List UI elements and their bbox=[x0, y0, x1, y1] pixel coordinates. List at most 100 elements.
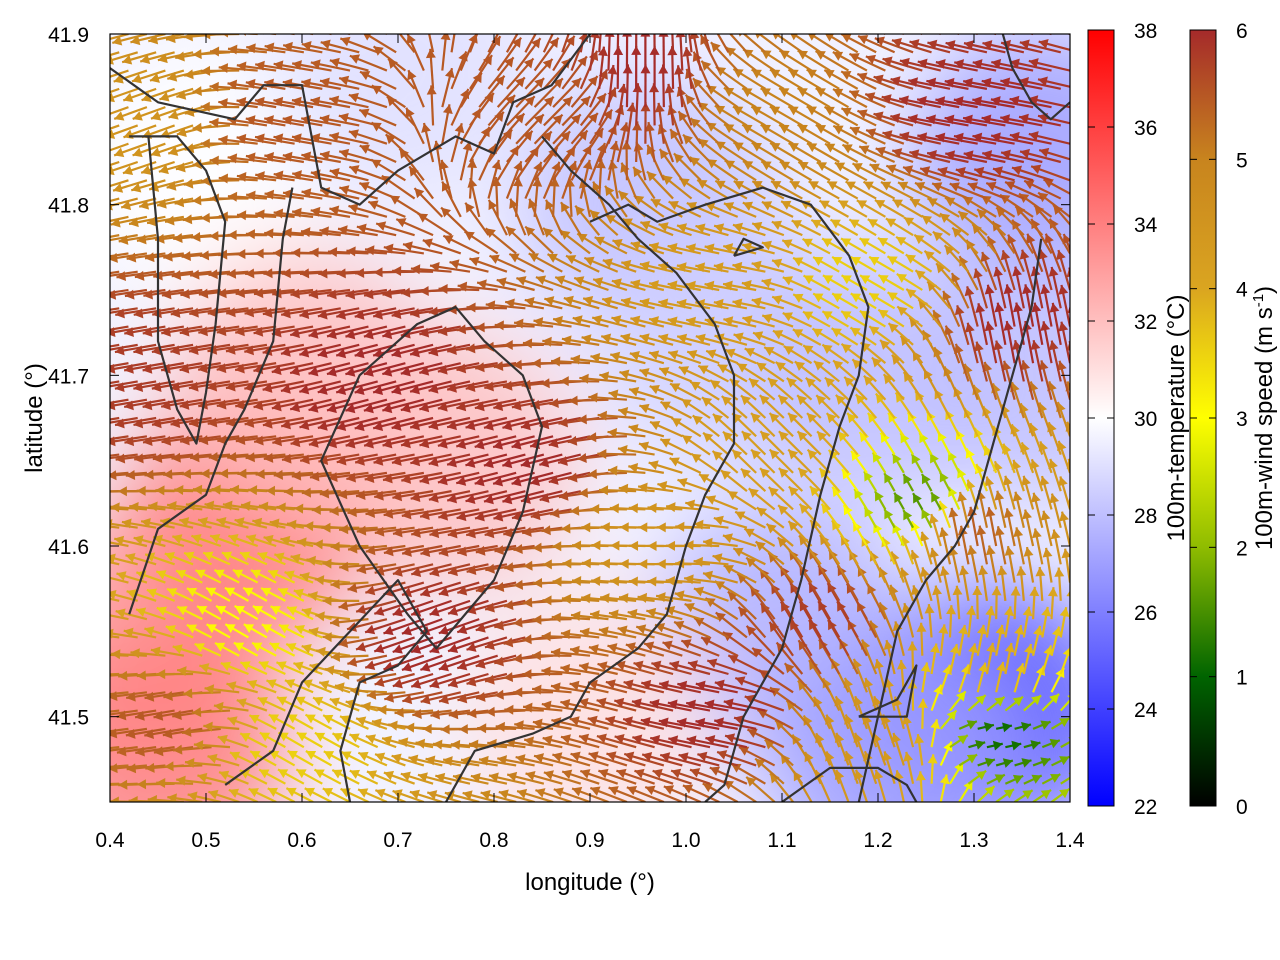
wind-arrow bbox=[742, 160, 776, 182]
wind-arrow bbox=[257, 551, 286, 566]
wind-arrow bbox=[951, 226, 979, 255]
wind-arrow bbox=[689, 117, 720, 145]
wind-arrow bbox=[1020, 360, 1035, 400]
wind-arrow bbox=[529, 471, 572, 487]
wind-arrow bbox=[1026, 233, 1044, 273]
wind-arrow bbox=[156, 777, 194, 788]
wind-arrow bbox=[171, 534, 203, 548]
wind-arrow bbox=[724, 733, 766, 749]
wind-arrow bbox=[391, 307, 434, 320]
wind-arrow bbox=[714, 679, 757, 694]
wind-arrow bbox=[649, 698, 692, 712]
wind-arrow bbox=[437, 362, 480, 375]
wind-arrow bbox=[327, 471, 369, 483]
wind-arrow bbox=[695, 262, 729, 273]
wind-arrow bbox=[110, 69, 129, 78]
wind-arrow bbox=[659, 752, 702, 767]
wind-arrow bbox=[207, 307, 249, 318]
wind-arrow bbox=[806, 448, 831, 474]
wind-arrow bbox=[748, 487, 776, 511]
wind-arrow bbox=[496, 112, 526, 145]
wind-arrow bbox=[703, 34, 712, 53]
wind-arrow bbox=[401, 654, 443, 672]
wind-arrow bbox=[504, 704, 544, 715]
wind-arrow bbox=[410, 490, 452, 502]
wind-arrow bbox=[110, 502, 148, 513]
wind-arrow bbox=[442, 756, 480, 767]
wind-arrow bbox=[589, 610, 628, 621]
wind-arrow bbox=[667, 280, 701, 292]
wind-arrow bbox=[410, 264, 452, 275]
wind-arrow bbox=[253, 435, 295, 446]
wind-arrow bbox=[863, 677, 878, 711]
wind-arrow bbox=[579, 769, 619, 785]
wind-arrow bbox=[515, 77, 545, 108]
wind-arrow bbox=[598, 485, 637, 496]
wind-arrow bbox=[506, 95, 536, 127]
wind-arrow bbox=[227, 451, 268, 462]
wind-arrow bbox=[1004, 642, 1015, 675]
wind-arrow bbox=[577, 453, 618, 463]
wind-arrow bbox=[882, 373, 905, 401]
wind-arrow bbox=[188, 416, 231, 428]
wind-arrow bbox=[234, 362, 277, 374]
wind-arrow bbox=[301, 41, 341, 54]
wind-arrow bbox=[745, 556, 776, 584]
wind-arrow bbox=[651, 660, 692, 676]
wind-arrow bbox=[669, 660, 711, 676]
wind-arrow bbox=[236, 61, 277, 72]
wind-arrow bbox=[882, 751, 896, 785]
wind-arrow bbox=[533, 753, 572, 767]
wind-arrow bbox=[972, 96, 1015, 109]
wind-arrow bbox=[637, 592, 674, 603]
wind-arrow bbox=[354, 343, 397, 359]
wind-arrow bbox=[929, 547, 942, 583]
wind-arrow bbox=[209, 81, 249, 92]
wind-arrow bbox=[733, 180, 766, 200]
wind-arrow bbox=[742, 315, 775, 328]
wind-arrow bbox=[816, 430, 841, 456]
wind-arrow bbox=[506, 130, 534, 163]
wind-arrow bbox=[646, 144, 665, 181]
colorbar-tick-label: 6 bbox=[1236, 20, 1248, 43]
wind-arrow bbox=[1048, 458, 1062, 492]
wind-arrow bbox=[412, 709, 452, 719]
wind-arrow bbox=[428, 453, 471, 467]
wind-arrow bbox=[382, 398, 425, 414]
wind-arrow bbox=[840, 310, 868, 328]
wind-arrow bbox=[864, 34, 867, 35]
wind-arrow bbox=[805, 377, 831, 401]
wind-arrow bbox=[110, 589, 138, 602]
wind-arrow bbox=[649, 384, 683, 401]
wind-arrow bbox=[926, 280, 951, 309]
wind-arrow bbox=[236, 698, 268, 712]
wind-arrow bbox=[506, 57, 535, 90]
wind-arrow bbox=[181, 726, 221, 737]
wind-arrow bbox=[768, 621, 794, 657]
wind-arrow bbox=[635, 624, 674, 639]
wind-arrow bbox=[446, 490, 489, 504]
wind-arrow bbox=[846, 412, 868, 437]
wind-arrow bbox=[783, 662, 813, 694]
wind-arrow bbox=[198, 325, 240, 337]
wind-arrow bbox=[570, 751, 609, 767]
wind-arrow bbox=[599, 371, 637, 383]
wind-arrow bbox=[467, 158, 478, 199]
wind-arrow bbox=[917, 698, 928, 729]
wind-arrow bbox=[693, 519, 729, 530]
wind-arrow bbox=[407, 69, 425, 108]
wind-arrow bbox=[285, 787, 314, 802]
wind-arrow bbox=[392, 266, 434, 277]
wind-arrow bbox=[620, 297, 655, 310]
wind-arrow bbox=[967, 769, 987, 785]
wind-arrow bbox=[533, 113, 564, 145]
wind-arrow bbox=[579, 92, 607, 127]
temperature-colorbar-label: 100m-temperature (°C) bbox=[1163, 294, 1190, 541]
wind-arrow bbox=[985, 605, 996, 638]
wind-arrow bbox=[326, 362, 369, 377]
wind-arrow bbox=[160, 398, 203, 411]
wind-arrow bbox=[110, 576, 129, 584]
wind-arrow bbox=[209, 533, 240, 548]
wind-arrow bbox=[447, 599, 489, 616]
wind-arrow bbox=[184, 757, 221, 768]
